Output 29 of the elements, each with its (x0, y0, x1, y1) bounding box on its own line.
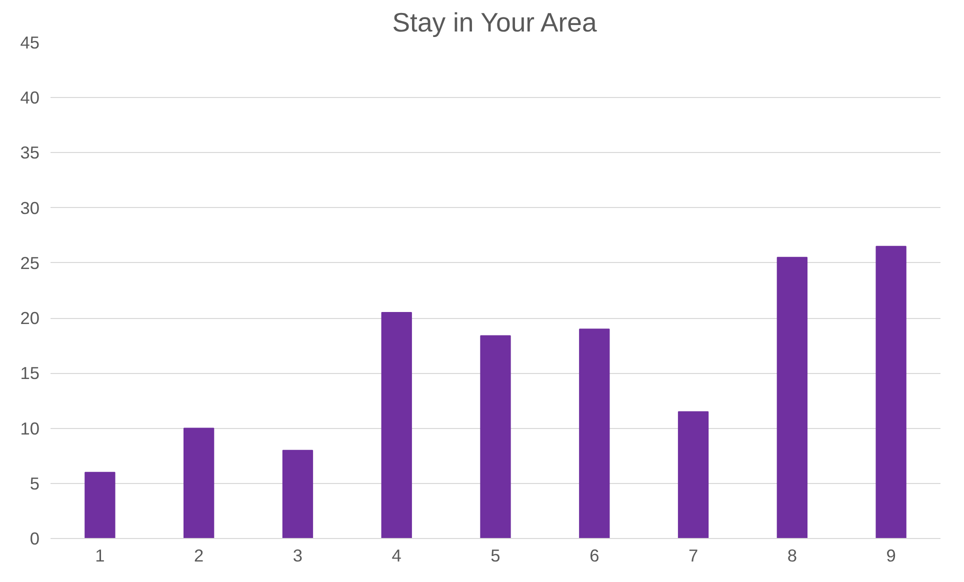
bar (84, 472, 116, 538)
y-tick-label: 5 (30, 473, 40, 494)
y-tick-label: 25 (20, 252, 40, 273)
bar (876, 246, 906, 538)
y-tick-label: 40 (20, 88, 40, 108)
bar (184, 428, 214, 538)
y-tick-label: 35 (20, 142, 40, 163)
y-tick-label: 45 (20, 32, 40, 52)
y-tick-label: 0 (30, 528, 40, 548)
bar (776, 256, 808, 538)
y-tick-label: 30 (20, 198, 40, 218)
x-tick-label: 4 (392, 546, 402, 566)
x-tick-label: 9 (886, 546, 896, 566)
x-tick-label: 7 (688, 546, 698, 566)
bar (381, 312, 412, 538)
chart-title: Stay in Your Area (392, 8, 597, 38)
bar (282, 450, 314, 538)
x-tick-label: 6 (590, 546, 600, 566)
y-tick-label: 20 (20, 308, 40, 328)
y-tick-label: 10 (20, 418, 40, 438)
bar (480, 335, 511, 538)
bar (579, 328, 610, 538)
x-tick-label: 3 (292, 546, 303, 566)
x-tick-label: 2 (194, 546, 204, 566)
x-tick-label: 1 (95, 546, 105, 566)
y-tick-label: 15 (20, 363, 40, 384)
bar (678, 411, 709, 538)
x-tick-label: 5 (490, 546, 500, 566)
x-tick-label: 8 (787, 546, 797, 566)
